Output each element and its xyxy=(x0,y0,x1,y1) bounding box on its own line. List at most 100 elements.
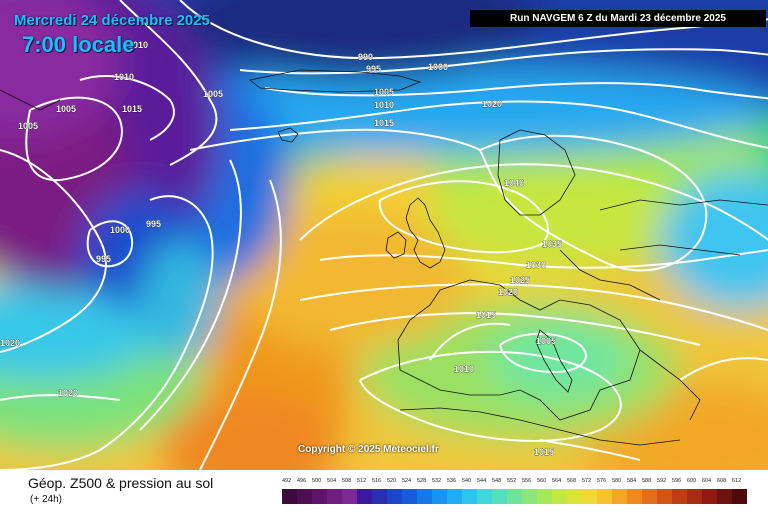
legend-value: 520 xyxy=(387,478,397,484)
geopotential-shading xyxy=(0,0,768,470)
iceland-coast xyxy=(249,69,422,93)
isobar-label: 1020 xyxy=(482,99,502,109)
legend-value: 608 xyxy=(717,478,727,484)
legend-swatch xyxy=(567,489,582,504)
isobar-label: 1005 xyxy=(18,121,38,131)
isobar-label: 1010 xyxy=(374,100,394,110)
coastlines xyxy=(0,69,768,446)
isobar-label: 1015 xyxy=(122,104,142,114)
isobar-lines xyxy=(0,0,768,470)
isobar-label: 1015 xyxy=(374,118,394,128)
legend-value: 600 xyxy=(687,478,697,484)
isobar-label: 1020 xyxy=(498,287,518,297)
isobar-label: 1000 xyxy=(428,62,448,72)
legend-value: 596 xyxy=(672,478,682,484)
color-legend: 492 496 500 504 508 512 516 520 524 528 532 536 540 5… xyxy=(282,478,752,504)
legend-value: 536 xyxy=(447,478,457,484)
legend-value: 576 xyxy=(597,478,607,484)
legend-value: 572 xyxy=(582,478,592,484)
legend-swatch xyxy=(312,489,327,504)
isobar-label: 1010 xyxy=(454,364,474,374)
legend-value: 496 xyxy=(297,478,307,484)
legend-swatch xyxy=(597,489,612,504)
legend-value: 556 xyxy=(522,478,532,484)
italy-coast xyxy=(535,329,573,393)
isobar-label: 1010 xyxy=(114,72,134,82)
legend-value: 552 xyxy=(507,478,517,484)
weather-map: 990 995 1000 1005 1010 1015 1020 1040 10… xyxy=(0,0,768,470)
valid-time: 7:00 locale xyxy=(22,32,135,57)
isobar-label: 1005 xyxy=(374,87,394,97)
legend-value: 568 xyxy=(567,478,577,484)
legend-swatch xyxy=(582,489,597,504)
isobar-label: 1020 xyxy=(0,338,20,348)
isobar-label: 1035 xyxy=(542,239,562,249)
geopotential-map: 990 995 1000 1005 1010 1015 1020 1040 10… xyxy=(0,0,768,470)
legend-value: 540 xyxy=(462,478,472,484)
legend-value: 504 xyxy=(327,478,337,484)
isobar-label: 1040 xyxy=(504,178,524,188)
southern-europe-coast xyxy=(397,279,641,421)
legend-swatch xyxy=(732,489,747,504)
legend-swatch xyxy=(402,489,417,504)
legend-value: 492 xyxy=(282,478,292,484)
isobar-label: 990 xyxy=(358,52,373,62)
legend-value: 500 xyxy=(312,478,322,484)
legend-value: 544 xyxy=(477,478,487,484)
legend-swatch xyxy=(507,489,522,504)
legend-value: 524 xyxy=(402,478,412,484)
legend-swatch xyxy=(657,489,672,504)
legend-swatch xyxy=(297,489,312,504)
legend-swatch xyxy=(387,489,402,504)
legend-swatch xyxy=(537,489,552,504)
legend-swatch xyxy=(552,489,567,504)
legend-value: 588 xyxy=(642,478,652,484)
valid-date: Mercredi 24 décembre 2025 xyxy=(14,12,210,29)
map-footer: Géop. Z500 & pression au sol (+ 24h) 492… xyxy=(0,470,768,512)
legend-value: 560 xyxy=(537,478,547,484)
legend-value: 528 xyxy=(417,478,427,484)
legend-value: 580 xyxy=(612,478,622,484)
legend-value: 584 xyxy=(627,478,637,484)
isobar-label: 995 xyxy=(366,64,381,74)
legend-labels: 492 496 500 504 508 512 516 520 524 528 532 536 540 5… xyxy=(282,478,752,488)
legend-swatch xyxy=(432,489,447,504)
ireland-coast xyxy=(385,231,407,259)
isobar-label: 1030 xyxy=(526,260,546,270)
legend-swatch xyxy=(477,489,492,504)
legend-swatch xyxy=(357,489,372,504)
legend-swatch xyxy=(687,489,702,504)
isobar-label: 1005 xyxy=(536,336,556,346)
legend-value: 508 xyxy=(342,478,352,484)
legend-value: 592 xyxy=(657,478,667,484)
isobar-label: 995 xyxy=(146,219,161,229)
legend-value: 612 xyxy=(732,478,742,484)
north-africa-coast xyxy=(399,407,681,446)
isobar-label-layer: 990 995 1000 1005 1010 1015 1020 1040 10… xyxy=(0,40,562,458)
legend-swatch xyxy=(462,489,477,504)
isobar-label: 1015 xyxy=(534,447,554,457)
map-title: Géop. Z500 & pression au sol xyxy=(28,475,214,491)
faroe-coast xyxy=(277,127,299,143)
isobar-label: 1010 xyxy=(128,40,148,50)
isobar-label: 1005 xyxy=(56,104,76,114)
eastern-europe-border xyxy=(599,199,768,211)
run-info: Run NAVGEM 6 Z du Mardi 23 décembre 2025 xyxy=(470,10,766,27)
legend-swatch xyxy=(717,489,732,504)
legend-value: 548 xyxy=(492,478,502,484)
legend-swatch xyxy=(702,489,717,504)
legend-swatch xyxy=(342,489,357,504)
isobar-label: 1005 xyxy=(203,89,223,99)
isobar-label: 1015 xyxy=(476,310,496,320)
isobar-label: 995 xyxy=(96,254,111,264)
legend-swatch xyxy=(492,489,507,504)
legend-swatch xyxy=(672,489,687,504)
isobar-label: 1000 xyxy=(110,225,130,235)
great-britain-coast xyxy=(405,197,446,269)
isobar-label: 1025 xyxy=(510,275,530,285)
legend-swatch xyxy=(282,489,297,504)
legend-swatch xyxy=(612,489,627,504)
legend-swatch xyxy=(447,489,462,504)
legend-value: 564 xyxy=(552,478,562,484)
legend-swatch xyxy=(372,489,387,504)
